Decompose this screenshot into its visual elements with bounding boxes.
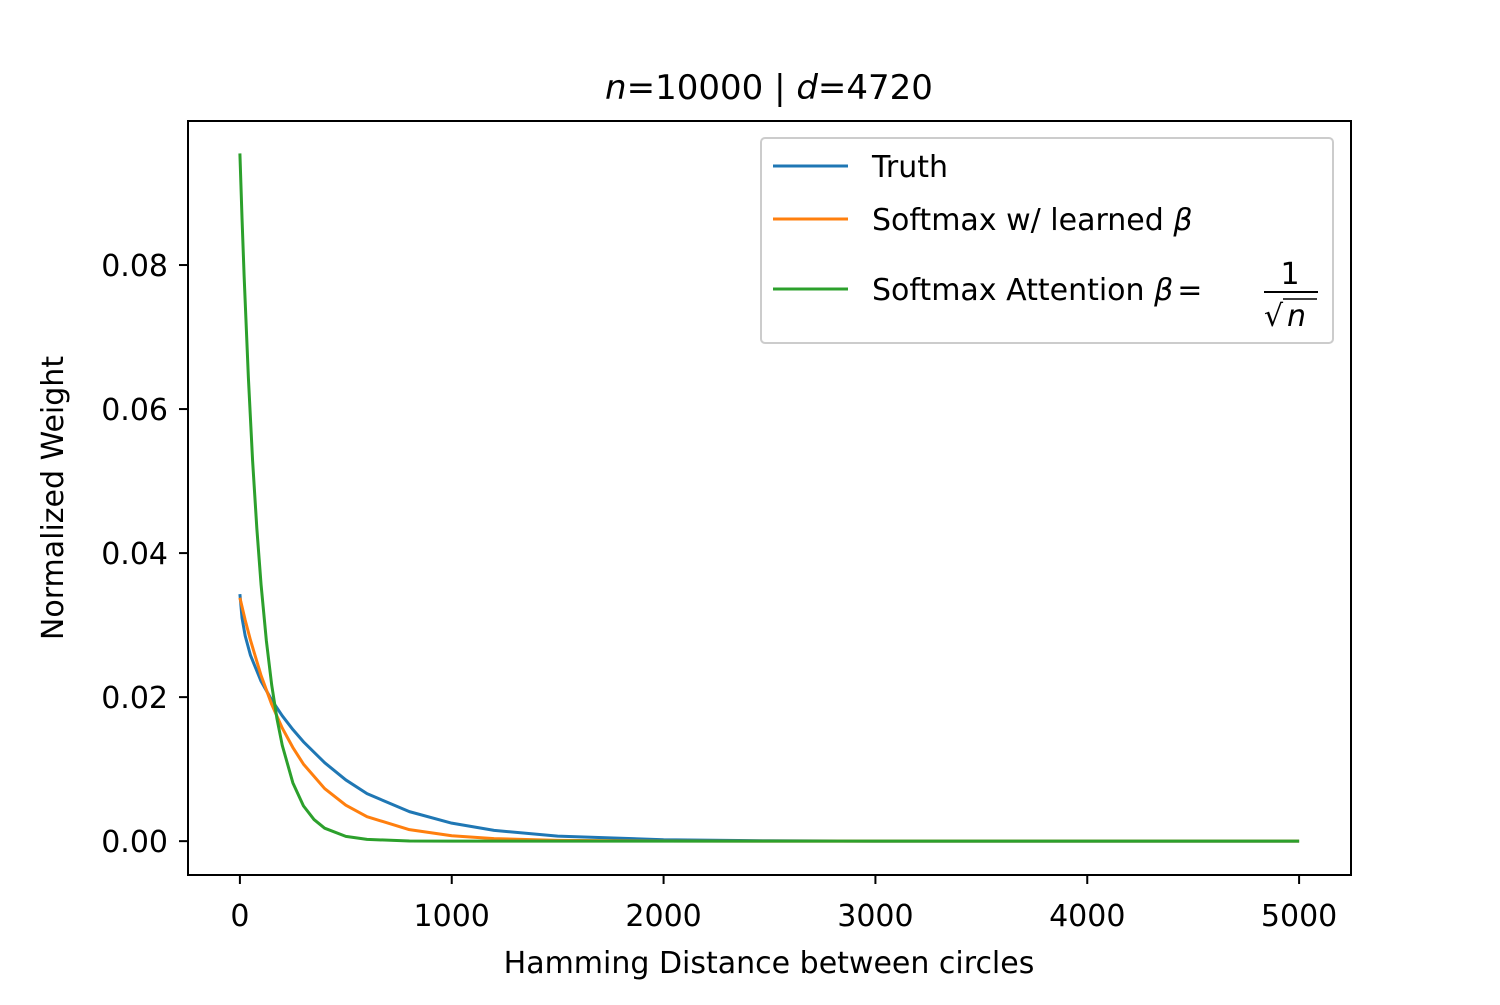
title-n-symbol: n (605, 68, 627, 108)
x-tick-label: 0 (230, 899, 249, 934)
x-axis-label: Hamming Distance between circles (504, 946, 1035, 981)
title-d-value: =4720 (818, 68, 933, 108)
legend-attention-equals: = (1177, 273, 1202, 308)
legend-label-learned: Softmax w/ learned β (872, 203, 1192, 238)
legend-label-learned-text: Softmax w/ learned (872, 203, 1173, 238)
legend-beta-symbol: β (1172, 203, 1192, 238)
legend-fraction-sqrt: √ (1264, 299, 1284, 334)
x-tick-label: 5000 (1261, 899, 1337, 934)
legend-attention-beta: β (1153, 273, 1173, 308)
x-tick-label: 2000 (625, 899, 701, 934)
series-line-2 (238, 153, 1300, 843)
y-tick-label: 0.08 (101, 249, 168, 284)
x-tick-label: 1000 (414, 899, 490, 934)
legend-fraction-n: n (1287, 299, 1306, 334)
legend-label-attention-text: Softmax Attention (872, 273, 1154, 308)
title-d-symbol: d (796, 68, 818, 108)
y-axis: 0.00 0.02 0.04 0.06 0.08 (101, 249, 188, 860)
legend-box (760, 137, 1334, 344)
y-tick-label: 0.04 (101, 537, 168, 572)
y-tick-label: 0.00 (101, 825, 168, 860)
series-layer (238, 153, 1300, 843)
x-axis: 0 1000 2000 3000 4000 5000 (230, 875, 1337, 934)
y-tick-label: 0.02 (101, 681, 168, 716)
legend-label-attention: Softmax Attention β = (872, 273, 1202, 308)
y-tick-label: 0.06 (101, 393, 168, 428)
chart-title: n=10000 | d=4720 (605, 68, 933, 108)
title-n-value: =10000 | (627, 68, 797, 108)
y-axis-label: Normalized Weight (36, 356, 71, 640)
x-tick-label: 3000 (837, 899, 913, 934)
x-tick-label: 4000 (1049, 899, 1125, 934)
axes-frame (187, 120, 1352, 876)
legend-label-truth: Truth (871, 150, 948, 185)
legend-fraction-numerator: 1 (1280, 257, 1299, 292)
legend: Truth Softmax w/ learned β Softmax Atten… (760, 137, 1334, 344)
